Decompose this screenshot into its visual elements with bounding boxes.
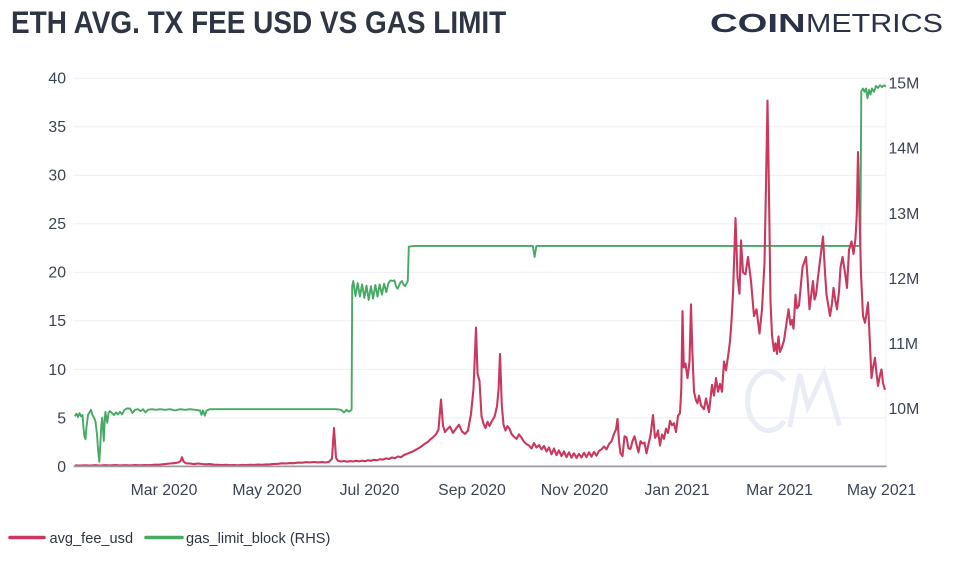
svg-text:gas_limit_block (RHS): gas_limit_block (RHS) — [186, 531, 330, 547]
svg-text:25: 25 — [48, 216, 66, 233]
svg-text:Mar 2021: Mar 2021 — [746, 482, 813, 499]
svg-text:Jan 2021: Jan 2021 — [644, 482, 709, 499]
svg-text:5: 5 — [57, 410, 66, 427]
svg-text:10: 10 — [48, 362, 66, 379]
svg-text:11M: 11M — [889, 336, 919, 353]
svg-text:20: 20 — [48, 265, 66, 282]
svg-text:40: 40 — [48, 71, 66, 88]
svg-text:Sep 2020: Sep 2020 — [438, 482, 506, 499]
svg-text:13M: 13M — [889, 206, 920, 223]
svg-text:35: 35 — [48, 119, 66, 136]
svg-text:15: 15 — [48, 313, 66, 330]
svg-text:14M: 14M — [889, 141, 920, 158]
svg-text:15M: 15M — [889, 76, 920, 93]
svg-text:Jul 2020: Jul 2020 — [340, 482, 400, 499]
svg-text:0: 0 — [57, 459, 66, 476]
svg-text:May 2020: May 2020 — [232, 482, 302, 499]
svg-text:avg_fee_usd: avg_fee_usd — [50, 531, 134, 547]
svg-text:12M: 12M — [889, 271, 920, 288]
svg-text:May 2021: May 2021 — [847, 482, 917, 499]
svg-text:30: 30 — [48, 168, 66, 185]
svg-text:Nov 2020: Nov 2020 — [541, 482, 609, 499]
svg-text:Mar 2020: Mar 2020 — [131, 482, 198, 499]
svg-text:10M: 10M — [889, 401, 920, 418]
